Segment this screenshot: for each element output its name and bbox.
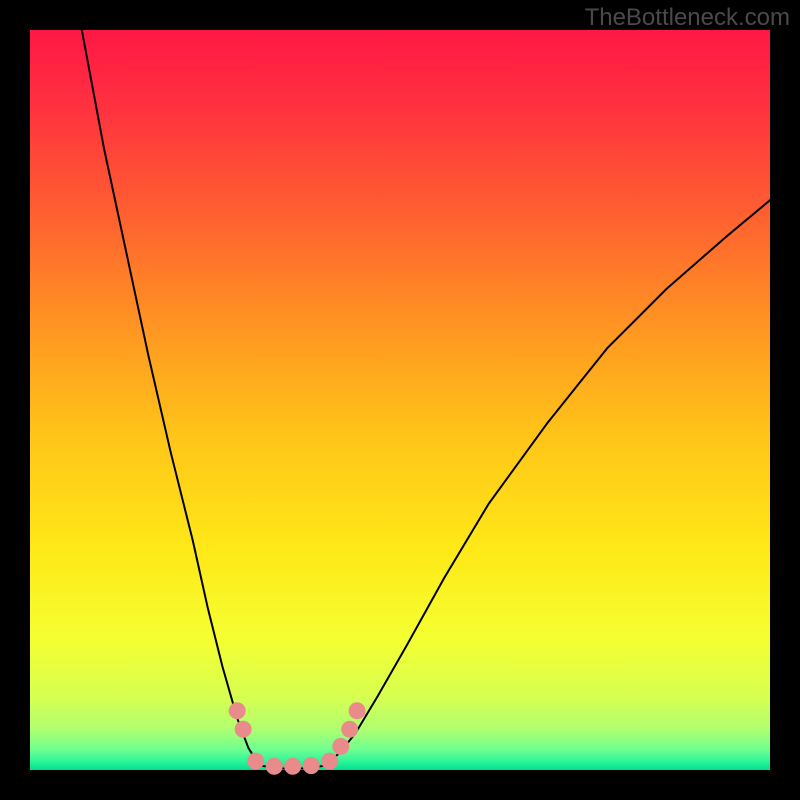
curve-marker: [342, 721, 358, 737]
plot-area: [30, 30, 770, 770]
marker-group: [229, 703, 365, 775]
curve-marker: [303, 758, 319, 774]
curve-marker: [266, 758, 282, 774]
curve-marker: [285, 758, 301, 774]
curve-marker: [248, 753, 264, 769]
curve-marker: [333, 738, 349, 754]
curve-marker: [349, 703, 365, 719]
watermark-text: TheBottleneck.com: [585, 4, 790, 32]
bottleneck-curve: [82, 30, 770, 769]
curve-overlay: [30, 30, 770, 770]
chart-frame: TheBottleneck.com: [0, 0, 800, 800]
curve-marker: [322, 753, 338, 769]
curve-marker: [235, 721, 251, 737]
curve-marker: [229, 703, 245, 719]
